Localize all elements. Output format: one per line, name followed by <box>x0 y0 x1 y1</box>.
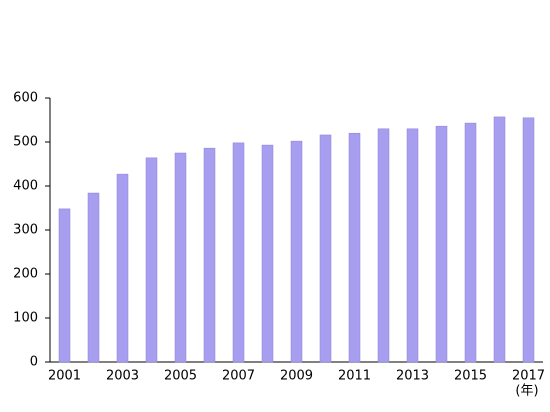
bar <box>203 147 216 363</box>
y-tick-label: 0 <box>30 355 38 370</box>
x-tick-label: 2009 <box>280 369 313 384</box>
y-tick-label: 300 <box>13 223 38 238</box>
bar <box>319 134 332 363</box>
y-tick-label: 400 <box>13 179 38 194</box>
bar <box>58 208 71 363</box>
bar <box>522 117 535 363</box>
bar <box>406 128 419 363</box>
x-tick-label: 2017 <box>512 369 545 384</box>
bar <box>348 132 361 363</box>
bar <box>377 128 390 363</box>
bar <box>435 125 448 363</box>
x-tick-label: 2011 <box>338 369 371 384</box>
x-tick-label: 2007 <box>222 369 255 384</box>
bar <box>232 142 245 363</box>
x-tick-label: 2015 <box>454 369 487 384</box>
bar <box>87 192 100 363</box>
bar <box>174 152 187 363</box>
bar <box>145 157 158 363</box>
bar <box>116 173 129 363</box>
bar <box>261 144 274 363</box>
bar <box>290 140 303 363</box>
x-tick-label: 2005 <box>164 369 197 384</box>
x-tick-label: 2003 <box>106 369 139 384</box>
x-axis-label: (年) <box>515 384 538 399</box>
y-tick-label: 500 <box>13 135 38 150</box>
bar <box>464 122 477 363</box>
bar <box>493 116 506 363</box>
y-tick-label: 100 <box>13 311 38 326</box>
y-tick-label: 200 <box>13 267 38 282</box>
x-tick-label: 2001 <box>48 369 81 384</box>
x-tick-label: 2013 <box>396 369 429 384</box>
y-tick-label: 600 <box>13 91 38 106</box>
